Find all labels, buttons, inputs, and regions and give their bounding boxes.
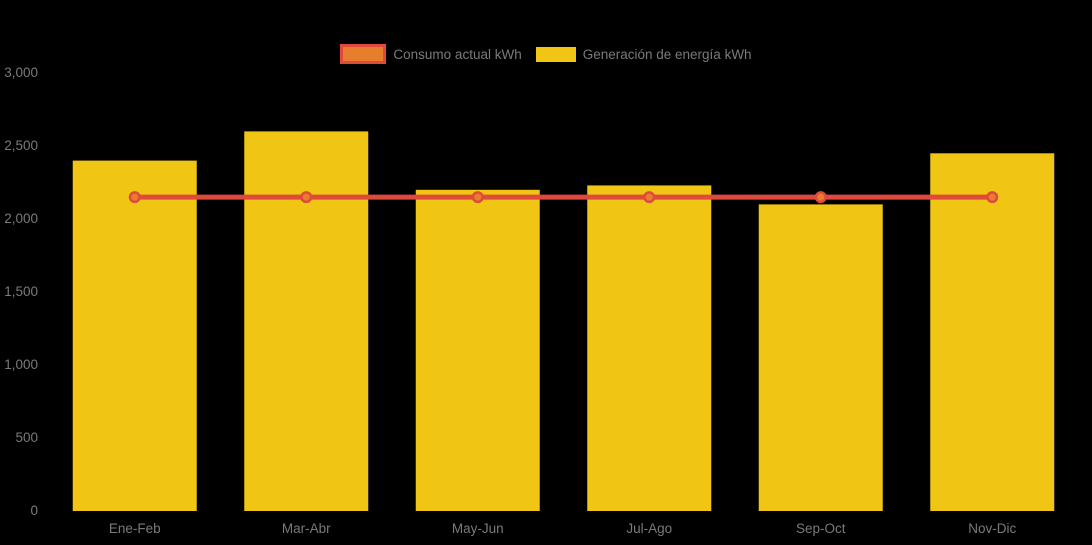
bar-nov-dic[interactable] [930, 153, 1055, 512]
y-tick-label: 1,500 [4, 284, 38, 299]
bar-may-jun[interactable] [415, 189, 540, 512]
x-tick-label: Ene-Feb [109, 521, 161, 536]
line-marker-nov-dic[interactable] [986, 191, 999, 204]
bar-mar-abr[interactable] [244, 131, 369, 511]
y-tick-label: 2,500 [4, 138, 38, 153]
x-tick-label: May-Jun [452, 521, 504, 536]
line-series-swatch-icon [340, 44, 387, 64]
y-tick-label: 2,000 [4, 211, 38, 226]
legend-item-generacion[interactable]: Generación de energía kWh [535, 46, 752, 62]
x-tick-label: Nov-Dic [968, 521, 1016, 536]
y-tick-label: 0 [30, 503, 38, 518]
legend-label-consumo: Consumo actual kWh [393, 46, 522, 62]
bar-sep-oct[interactable] [758, 204, 883, 511]
legend-label-generacion: Generación de energía kWh [582, 46, 752, 62]
y-tick-label: 1,000 [4, 357, 38, 372]
line-marker-mar-abr[interactable] [300, 191, 313, 204]
x-tick-label: Sep-Oct [796, 521, 846, 536]
y-tick-label: 3,000 [4, 65, 38, 80]
y-tick-label: 500 [15, 430, 38, 445]
x-tick-label: Jul-Ago [626, 521, 672, 536]
x-tick-label: Mar-Abr [282, 521, 331, 536]
chart-legend: Consumo actual kWh Generación de energía… [0, 44, 1092, 64]
bar-ene-feb[interactable] [72, 160, 197, 511]
legend-item-consumo[interactable]: Consumo actual kWh [340, 44, 522, 64]
bar-series-swatch-icon [535, 46, 576, 62]
line-marker-sep-oct[interactable] [814, 191, 827, 204]
line-marker-may-jun[interactable] [471, 191, 484, 204]
bar-jul-ago[interactable] [587, 185, 712, 512]
line-marker-ene-feb[interactable] [128, 191, 141, 204]
line-marker-jul-ago[interactable] [643, 191, 656, 204]
